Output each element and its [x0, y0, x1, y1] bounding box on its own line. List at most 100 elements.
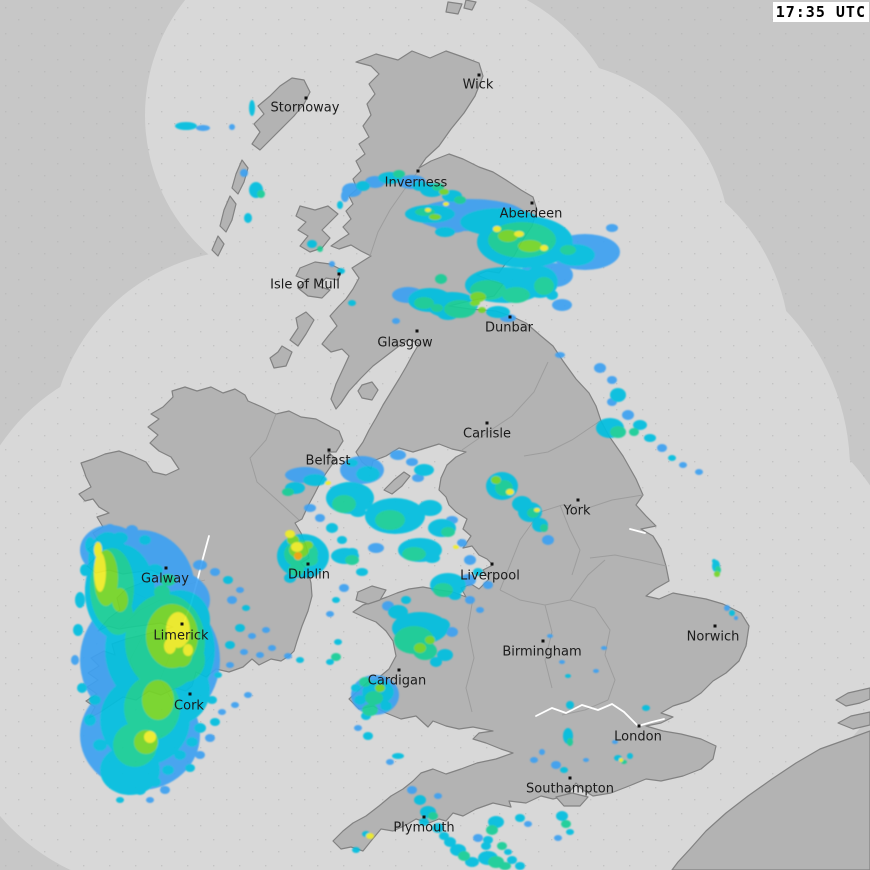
rain-cell — [244, 213, 252, 223]
rain-cell — [406, 458, 418, 466]
rain-cell — [491, 476, 501, 484]
rain-cell — [303, 541, 313, 549]
rain-cell — [478, 307, 486, 313]
rain-cell — [339, 584, 349, 592]
rain-cell — [296, 657, 304, 663]
rain-cell — [196, 125, 210, 131]
rain-cell — [502, 287, 530, 303]
rain-cell — [303, 474, 327, 486]
rain-cell — [483, 581, 493, 589]
rain-cell — [235, 624, 245, 632]
rain-cell — [183, 644, 193, 656]
rain-cell — [392, 318, 400, 324]
rain-cell — [457, 539, 467, 547]
rain-cell — [644, 434, 656, 442]
rain-cell — [388, 605, 408, 619]
rain-cell — [291, 542, 303, 552]
rain-cell — [593, 669, 599, 673]
rain-cell — [348, 300, 356, 306]
orkney-islands — [445, 0, 477, 15]
rain-cell — [337, 536, 347, 544]
rain-cell — [393, 170, 405, 178]
rain-cell — [142, 680, 174, 720]
rain-cell — [622, 410, 634, 420]
rain-cell — [326, 659, 334, 665]
rain-cell — [363, 732, 373, 740]
rain-cell — [329, 261, 335, 267]
rain-cell — [433, 583, 453, 597]
rain-cell — [181, 633, 189, 643]
rain-cell — [366, 833, 374, 839]
rain-cell — [205, 734, 215, 742]
rain-cell — [435, 274, 447, 284]
precipitation-layer — [71, 100, 738, 870]
rain-cell — [134, 785, 146, 795]
rain-cell — [317, 246, 323, 252]
rain-cell — [268, 645, 276, 651]
rain-cell — [94, 542, 102, 558]
rain-cell — [84, 714, 96, 726]
rain-cell — [154, 585, 170, 599]
rain-cell — [539, 749, 545, 755]
rain-cell — [71, 655, 79, 665]
rain-cell — [606, 224, 618, 232]
rain-cell — [714, 571, 720, 577]
isle-of-man-island — [383, 471, 411, 495]
rain-cell — [473, 568, 483, 576]
rain-cell — [498, 230, 518, 242]
rain-cell — [223, 576, 233, 584]
rain-cell — [240, 169, 248, 177]
rain-cell — [439, 189, 449, 195]
rain-cell — [194, 723, 206, 733]
rain-cell — [402, 547, 426, 561]
rain-cell — [724, 605, 730, 611]
rain-cell — [486, 825, 498, 835]
rain-cell — [566, 829, 574, 835]
rain-cell — [139, 535, 151, 545]
rain-cell — [368, 543, 384, 553]
rain-cell — [117, 779, 133, 791]
rain-cell — [288, 564, 304, 576]
rain-cell — [207, 696, 217, 704]
rain-cell — [160, 574, 176, 586]
rain-cell — [642, 705, 650, 711]
rain-cell — [175, 122, 197, 130]
rain-cell — [567, 738, 573, 746]
rain-cell — [386, 759, 394, 765]
rain-cell — [540, 245, 548, 251]
rain-cell — [73, 624, 83, 636]
rain-cell — [583, 758, 589, 762]
rain-cell — [610, 426, 626, 438]
rain-cell — [356, 568, 368, 576]
rain-cell — [284, 653, 292, 659]
jura-islay-islands — [269, 311, 315, 369]
rain-cell — [414, 297, 434, 309]
rain-cell — [307, 240, 317, 248]
rain-cell — [80, 564, 90, 576]
rain-cell — [493, 226, 501, 232]
rain-cell — [112, 588, 128, 612]
timestamp-badge: 17:35 UTC — [772, 2, 869, 22]
rain-cell — [555, 352, 565, 358]
rain-cell — [304, 504, 316, 512]
rain-cell — [712, 559, 716, 563]
rain-cell — [547, 634, 553, 638]
rain-cell — [437, 649, 453, 661]
rain-cell — [476, 607, 484, 613]
rain-cell — [434, 793, 442, 799]
rain-cell — [352, 847, 360, 853]
rain-cell — [302, 554, 318, 566]
rain-cell — [610, 388, 626, 402]
rain-cell — [94, 552, 106, 592]
rain-cell — [414, 795, 426, 805]
rain-cell — [149, 777, 161, 787]
rain-cell — [504, 849, 512, 855]
rain-cell — [93, 739, 107, 751]
rain-cell — [734, 616, 738, 620]
rain-cell — [195, 751, 205, 759]
rain-cell — [515, 862, 525, 870]
rain-cell — [534, 508, 540, 512]
rain-cell — [560, 245, 576, 255]
rain-cell — [249, 100, 255, 116]
